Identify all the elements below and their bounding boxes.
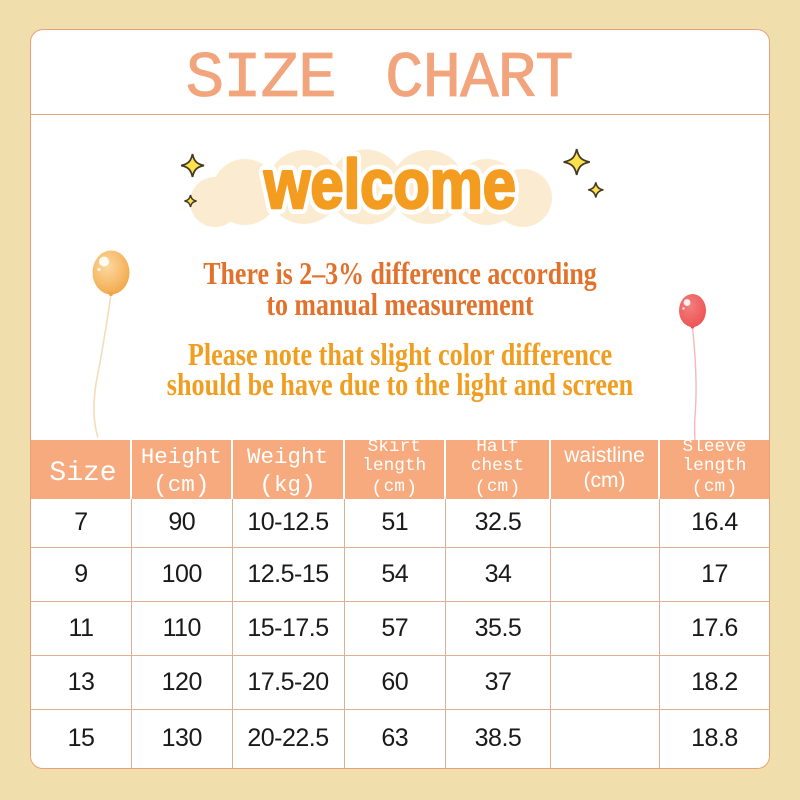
svg-text:welcome: welcome (263, 145, 516, 223)
svg-text:welcome: welcome (263, 145, 516, 223)
